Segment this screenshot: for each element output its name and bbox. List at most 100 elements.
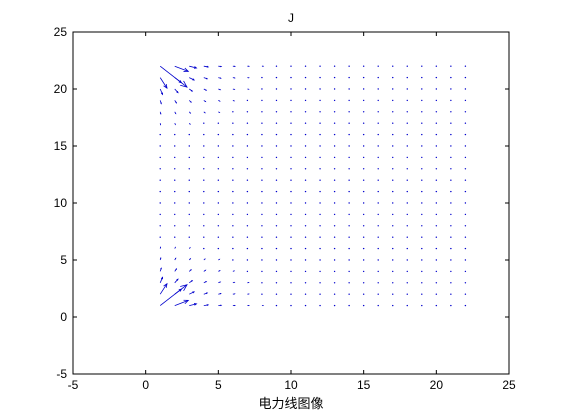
field-arrow (464, 111, 467, 113)
field-arrow (174, 179, 176, 181)
field-arrow (406, 122, 408, 124)
field-arrow (188, 145, 190, 147)
field-arrow (232, 122, 234, 124)
field-arrow (333, 145, 336, 147)
x-tick-label: 25 (502, 378, 516, 392)
field-arrow (188, 225, 190, 227)
field-arrow (421, 145, 423, 147)
field-arrow (435, 99, 438, 102)
field-arrow (217, 156, 220, 159)
field-arrow (406, 213, 408, 216)
field-arrow (435, 122, 438, 124)
field-arrow (174, 100, 178, 104)
field-arrow (246, 145, 249, 147)
field-arrow (450, 213, 452, 216)
field-arrow (232, 65, 236, 67)
field-arrow (203, 190, 205, 193)
field-arrow (333, 122, 336, 124)
field-arrow (275, 282, 278, 284)
field-arrow (218, 77, 222, 79)
field-arrow (261, 99, 263, 102)
field-arrow (377, 293, 379, 295)
field-arrow (261, 202, 263, 204)
field-arrow (333, 259, 336, 261)
field-arrow (421, 111, 423, 113)
field-arrow (189, 65, 198, 69)
field-arrow (304, 202, 307, 204)
field-arrow (435, 111, 438, 113)
field-arrow (203, 111, 206, 114)
field-arrow (246, 225, 249, 227)
field-arrow (333, 293, 336, 295)
y-tick-label: 25 (54, 25, 68, 39)
field-arrow (217, 133, 220, 136)
field-arrow (464, 76, 467, 79)
field-arrow (406, 168, 408, 170)
field-arrow (290, 65, 292, 67)
field-arrow (304, 282, 307, 284)
field-arrow (304, 293, 307, 295)
field-arrow (188, 268, 192, 272)
field-arrow (275, 111, 278, 113)
field-arrow (435, 168, 438, 170)
field-arrow (464, 190, 467, 193)
field-arrow (435, 225, 438, 227)
field-arrow (464, 225, 467, 227)
field-arrow (421, 99, 423, 102)
field-arrow (406, 65, 408, 67)
field-arrow (362, 88, 365, 90)
field-arrow (159, 276, 164, 283)
field-arrow (464, 202, 467, 204)
field-arrow (275, 247, 278, 250)
field-arrow (218, 100, 221, 102)
field-arrow (377, 282, 379, 284)
field-arrow (188, 111, 192, 114)
field-arrow (304, 145, 307, 147)
field-arrow (377, 156, 379, 159)
field-arrow (261, 213, 263, 216)
field-arrow (377, 259, 379, 261)
field-arrow (450, 179, 452, 181)
field-arrow (203, 202, 205, 204)
field-arrow (319, 111, 321, 113)
field-arrow (232, 281, 236, 284)
field-arrow (406, 236, 408, 238)
field-arrow (450, 236, 452, 238)
field-arrow (362, 168, 365, 170)
field-arrow (435, 133, 438, 136)
field-arrow (319, 282, 321, 284)
field-arrow (261, 259, 263, 261)
field-arrow (421, 179, 423, 181)
field-arrow (450, 225, 452, 227)
field-arrow (464, 247, 467, 250)
field-arrow (406, 247, 408, 250)
field-arrow (377, 99, 379, 102)
field-arrow (421, 293, 423, 295)
field-arrow (304, 88, 307, 90)
field-arrow (406, 259, 408, 261)
field-arrow (203, 281, 208, 284)
field-arrow (333, 190, 336, 193)
field-arrow (319, 259, 321, 261)
field-arrow (377, 270, 379, 273)
field-arrow (275, 65, 278, 67)
field-arrow (392, 88, 394, 90)
field-arrow (362, 293, 365, 295)
field-arrow (159, 225, 161, 227)
field-arrow (232, 88, 236, 90)
field-arrow (406, 202, 408, 204)
field-arrow (319, 270, 321, 273)
field-arrow (159, 145, 161, 147)
field-arrow (261, 190, 263, 193)
y-tick-label: 15 (54, 139, 68, 153)
field-arrow (246, 99, 249, 102)
field-arrow (377, 225, 379, 227)
field-arrow (319, 76, 321, 79)
field-arrow (450, 111, 452, 113)
field-arrow (232, 111, 234, 113)
field-arrow (450, 65, 452, 67)
field-arrow (189, 77, 196, 81)
field-arrow (218, 304, 223, 307)
field-arrow (290, 225, 292, 227)
field-arrow (261, 236, 263, 238)
